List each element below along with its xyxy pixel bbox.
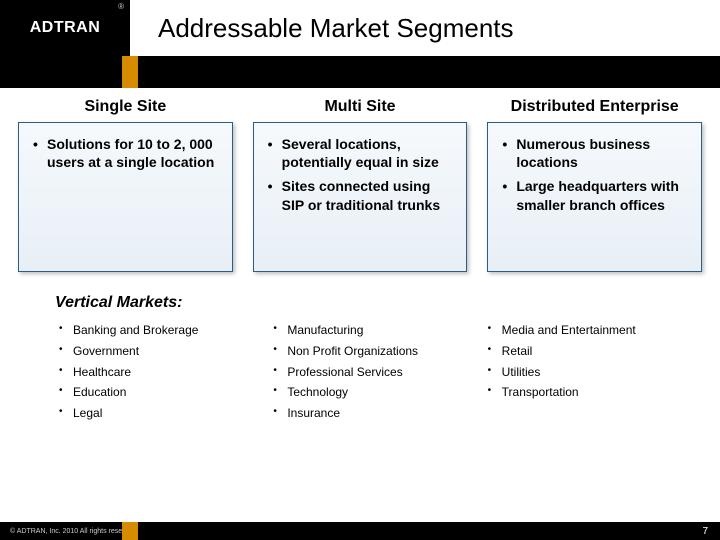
vertical-item: Non Profit Organizations [269,343,465,360]
vertical-item: Professional Services [269,364,465,381]
vertical-item: Education [55,384,251,401]
segment-bullet: Several locations, potentially equal in … [268,135,455,171]
header: ADTRAN ® Addressable Market Segments [0,0,720,56]
footer-bar: © ADTRAN, Inc. 2010 All rights reserved [0,522,720,540]
segment-col-single: Single Site Solutions for 10 to 2, 000 u… [18,98,233,272]
vertical-col-1: Banking and Brokerage Government Healthc… [55,322,251,426]
segment-bullet: Numerous business locations [502,135,689,171]
segment-heading: Distributed Enterprise [487,98,702,116]
vertical-item: Legal [55,405,251,422]
segment-heading: Multi Site [253,98,468,116]
segment-box: Several locations, potentially equal in … [253,122,468,272]
header-band [0,56,720,88]
page-number: 7 [702,526,708,537]
vertical-item: Government [55,343,251,360]
vertical-markets-columns: Banking and Brokerage Government Healthc… [55,322,680,426]
vertical-item: Transportation [484,384,680,401]
segments-row: Single Site Solutions for 10 to 2, 000 u… [0,88,720,272]
footer-accent [122,522,138,540]
slide-title: Addressable Market Segments [158,13,720,44]
vertical-item: Manufacturing [269,322,465,339]
logo-registered: ® [118,2,124,11]
vertical-markets-title: Vertical Markets: [55,294,680,312]
segment-heading: Single Site [18,98,233,116]
segment-bullet: Sites connected using SIP or traditional… [268,177,455,213]
segment-col-distributed: Distributed Enterprise Numerous business… [487,98,702,272]
vertical-item: Utilities [484,364,680,381]
logo-box: ADTRAN ® [0,0,130,56]
vertical-item: Technology [269,384,465,401]
segment-bullet: Large headquarters with smaller branch o… [502,177,689,213]
logo-text: ADTRAN [30,19,101,37]
title-area: Addressable Market Segments [130,13,720,44]
footer-copyright: © ADTRAN, Inc. 2010 All rights reserved [10,528,136,535]
vertical-item: Insurance [269,405,465,422]
segment-box: Numerous business locations Large headqu… [487,122,702,272]
vertical-item: Media and Entertainment [484,322,680,339]
vertical-item: Healthcare [55,364,251,381]
vertical-col-3: Media and Entertainment Retail Utilities… [484,322,680,426]
vertical-col-2: Manufacturing Non Profit Organizations P… [269,322,465,426]
segment-col-multi: Multi Site Several locations, potentiall… [253,98,468,272]
vertical-item: Retail [484,343,680,360]
segment-bullet: Solutions for 10 to 2, 000 users at a si… [33,135,220,171]
vertical-markets-section: Vertical Markets: Banking and Brokerage … [55,294,680,426]
accent-tab [122,56,138,88]
vertical-item: Banking and Brokerage [55,322,251,339]
segment-box: Solutions for 10 to 2, 000 users at a si… [18,122,233,272]
